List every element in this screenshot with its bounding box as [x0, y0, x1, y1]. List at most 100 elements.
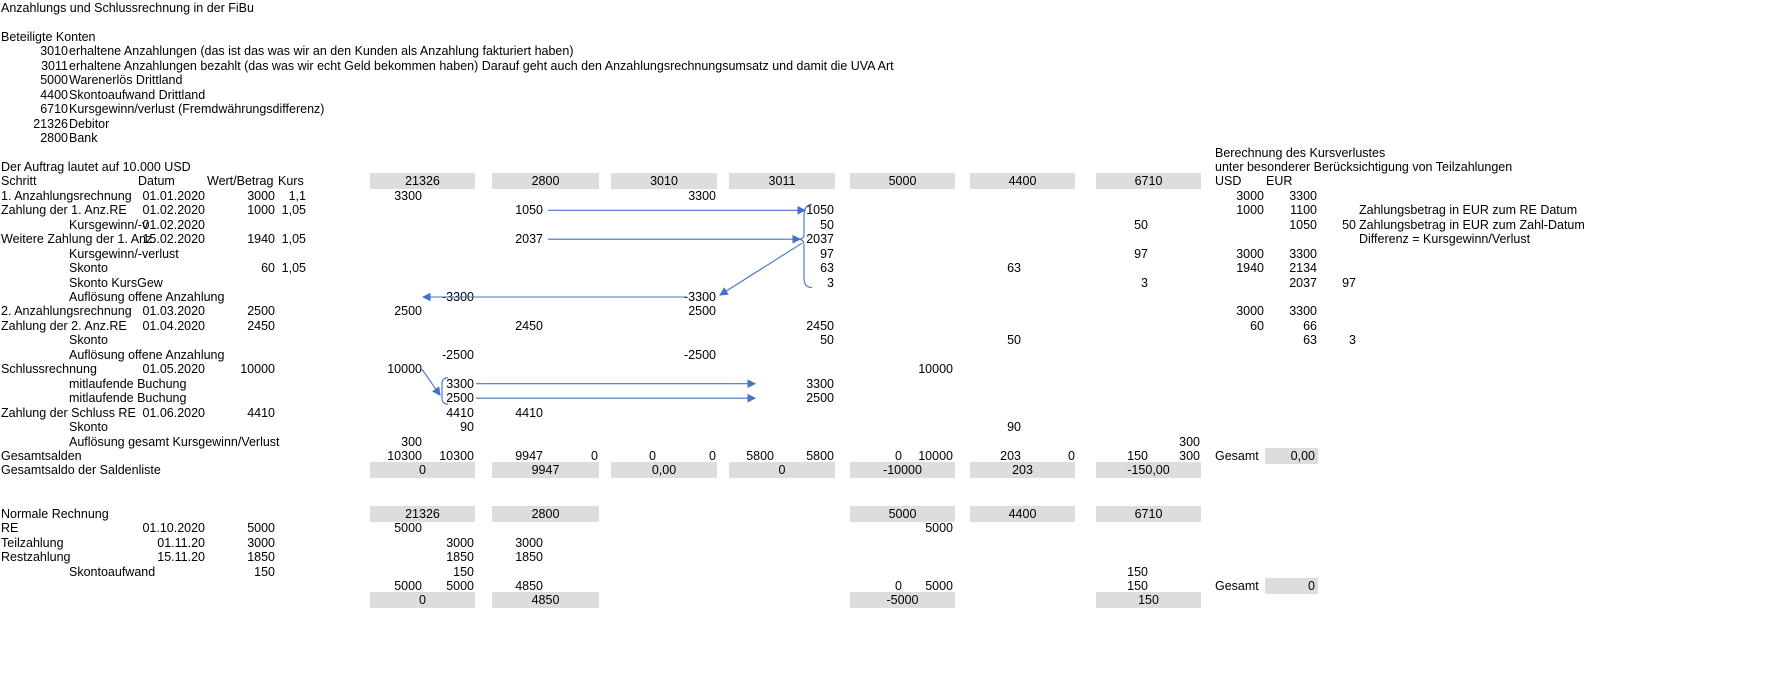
normal-amount: 5000	[247, 521, 275, 536]
booking-amount: 1000	[247, 203, 275, 218]
kursverlust-usd-header: USD	[1215, 174, 1242, 189]
booking-date: 01.02.2020	[142, 217, 205, 232]
ledger-value: 3300	[446, 376, 474, 391]
normal-title: Normale Rechnung	[1, 506, 109, 521]
booking-date: 15.02.2020	[142, 232, 205, 247]
booking-rate: 1,05	[281, 203, 306, 218]
saldenliste-value: 203	[970, 462, 1075, 479]
saldenliste-value: 0	[729, 462, 835, 479]
ledger-value: 0	[649, 448, 656, 463]
normal-ledger-value: 1850	[446, 550, 474, 565]
kursverlust-usd: 60	[1250, 318, 1264, 333]
booking-date: 01.03.2020	[142, 304, 205, 319]
ledger-value: -2500	[684, 347, 716, 362]
account-header-3011: 3011	[729, 173, 835, 190]
normal-amount: 150	[254, 564, 275, 579]
normal-ledger-value: 150	[453, 564, 474, 579]
booking-amount: 3000	[247, 188, 275, 203]
ledger-value: 5800	[746, 448, 774, 463]
ledger-value: 90	[1007, 420, 1021, 435]
booking-label: 1. Anzahlungsrechnung	[1, 188, 132, 203]
booking-label: Skonto	[69, 333, 108, 348]
gesamt-value: 0,00	[1265, 447, 1318, 464]
account-header-4400: 4400	[970, 173, 1075, 190]
booking-label: Schlussrechnung	[1, 362, 97, 377]
normal-date: 15.11.20	[157, 550, 205, 565]
normal-date: 01.11.20	[157, 535, 205, 550]
kursverlust-usd: 3000	[1236, 246, 1264, 261]
booking-label: 2. Anzahlungsrechnung	[1, 304, 132, 319]
booking-label: Auflösung offene Anzahlung	[69, 347, 225, 362]
booking-label: Skonto	[69, 261, 108, 276]
ledger-value: 63	[820, 261, 834, 276]
kursverlust-diff: 3	[1349, 333, 1356, 348]
ledger-value: 0	[1068, 448, 1075, 463]
kursverlust-subtitle: unter besonderer Berücksichtigung von Te…	[1215, 159, 1513, 174]
konto-number: 2800	[40, 131, 68, 146]
kursverlust-eur: 1050	[1289, 217, 1317, 232]
ledger-value: 10000	[918, 362, 953, 377]
normal-label: Skontoaufwand	[69, 564, 156, 579]
ledger-value: 4410	[446, 405, 474, 420]
normal-ledger-value: 4850	[515, 579, 543, 593]
kursverlust-note: Zahlungsbetrag in EUR zum RE Datum	[1359, 203, 1578, 218]
ledger-value: 2500	[688, 304, 716, 319]
ledger-value: 90	[460, 420, 474, 435]
booking-label: Kursgewinn/-verlust	[69, 246, 179, 261]
normal-gesamt-value: 0	[1265, 578, 1318, 594]
header-wert: Wert/Betrag	[207, 174, 274, 189]
kursverlust-diff: 50	[1342, 217, 1356, 232]
booking-label: Skonto	[69, 420, 108, 435]
normal-total-value: 150	[1096, 592, 1201, 609]
ledger-value: 3300	[806, 376, 834, 391]
kursverlust-eur: 3300	[1289, 188, 1317, 203]
ledger-value: 9947	[515, 448, 543, 463]
booking-amount: 60	[261, 261, 275, 276]
ledger-value: 300	[1179, 434, 1200, 449]
kursverlust-eur-header: EUR	[1266, 174, 1293, 189]
kursverlust-title: Berechnung des Kursverlustes	[1215, 145, 1386, 160]
ledger-value: 10000	[918, 448, 953, 463]
booking-rate: 1,05	[281, 232, 306, 247]
normal-account-header-5000: 5000	[850, 505, 955, 522]
ledger-value: 2450	[806, 318, 834, 333]
ledger-value: 10300	[387, 448, 422, 463]
konto-number: 6710	[40, 102, 68, 117]
kursverlust-usd: 3000	[1236, 304, 1264, 319]
saldenliste-value: 9947	[492, 462, 599, 479]
ledger-value: 2037	[806, 232, 834, 247]
auftrag-text: Der Auftrag lautet auf 10.000 USD	[1, 159, 191, 174]
ledger-value: 4410	[515, 405, 543, 420]
konto-description: Debitor	[69, 116, 110, 131]
kursverlust-usd: 1940	[1236, 261, 1264, 276]
ledger-value: -3300	[442, 290, 474, 304]
normal-ledger-value: 5000	[925, 579, 953, 593]
normal-ledger-value: 5000	[925, 521, 953, 536]
normal-ledger-value: 5000	[446, 579, 474, 593]
booking-label: Kursgewinn/-v	[69, 217, 149, 232]
normal-amount: 3000	[247, 535, 275, 550]
kursverlust-usd: 3000	[1236, 188, 1264, 203]
ledger-value: 0	[709, 448, 716, 463]
konto-number: 3010	[40, 44, 68, 59]
booking-label: Weitere Zahlung der 1. Anz.	[1, 232, 156, 247]
kursverlust-eur: 3300	[1289, 304, 1317, 319]
ledger-value: 5800	[806, 448, 834, 463]
account-header-5000: 5000	[850, 173, 955, 190]
konto-description: Warenerlös Drittland	[69, 73, 183, 88]
kursverlust-eur: 1100	[1290, 203, 1317, 218]
konto-number: 21326	[33, 116, 68, 131]
booking-label: Gesamtsalden	[1, 448, 82, 463]
ledger-value: 0	[895, 448, 902, 463]
ledger-value: 3300	[394, 188, 422, 203]
ledger-value: 3300	[688, 188, 716, 203]
saldenliste-value: -10000	[850, 462, 955, 479]
ledger-value: 63	[1007, 261, 1021, 276]
ledger-value: -2500	[442, 347, 474, 362]
booking-amount	[215, 448, 275, 464]
header-schritt: Schritt	[1, 174, 37, 189]
normal-account-header-6710: 6710	[1096, 505, 1201, 522]
normal-label: Restzahlung	[1, 550, 71, 565]
ledger-value: -3300	[684, 290, 716, 304]
